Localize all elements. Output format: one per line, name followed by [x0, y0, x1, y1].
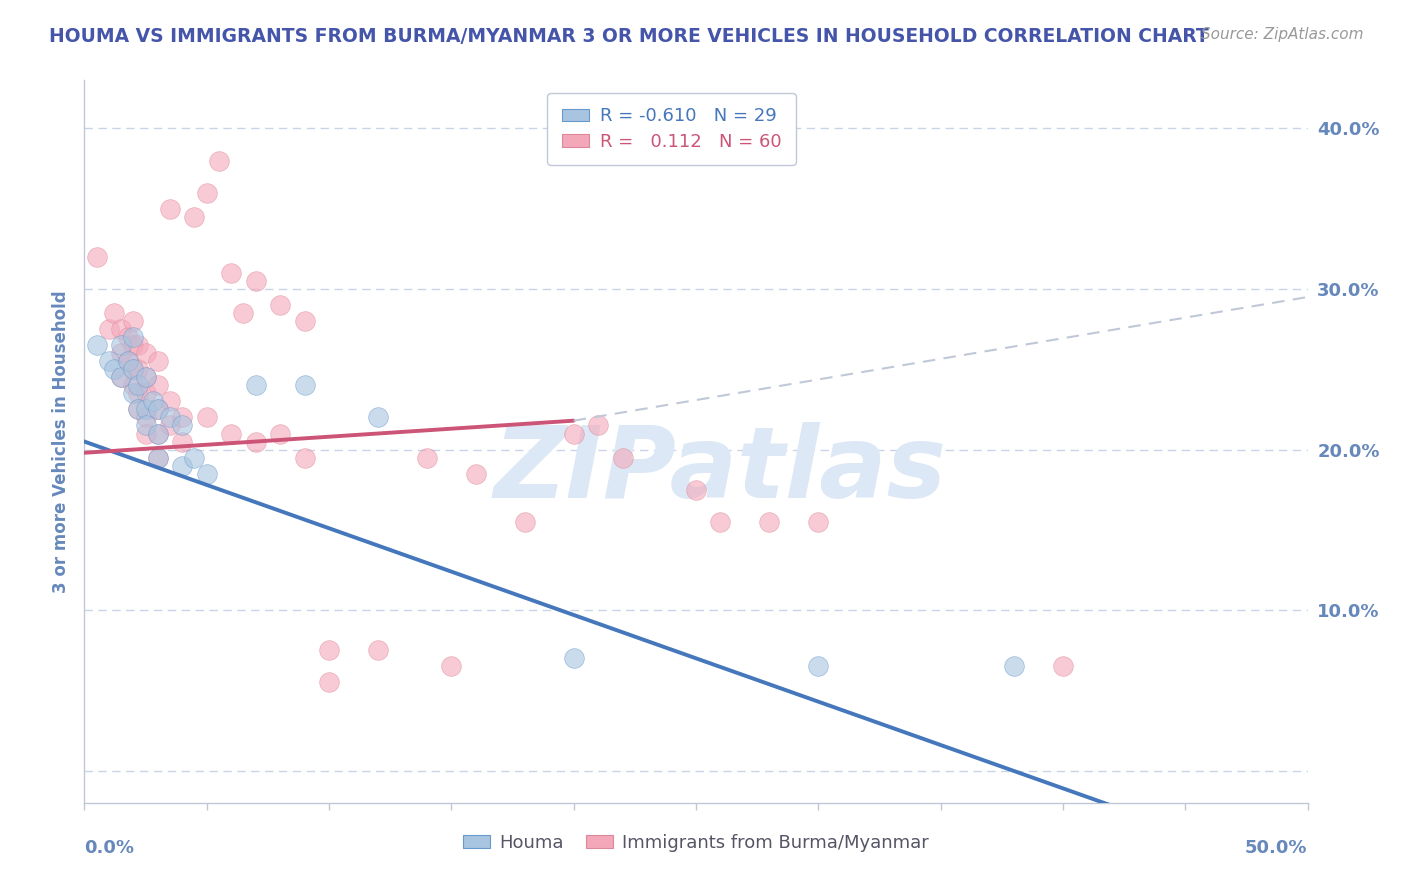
Text: 0.0%: 0.0% — [84, 838, 135, 857]
Point — [110, 322, 132, 336]
Point — [195, 467, 218, 481]
Point — [513, 515, 536, 529]
Point — [127, 338, 149, 352]
Point — [117, 354, 139, 368]
Point — [416, 450, 439, 465]
Point — [135, 418, 157, 433]
Point — [245, 434, 267, 449]
Point — [146, 450, 169, 465]
Point — [183, 450, 205, 465]
Point — [367, 643, 389, 657]
Point — [117, 330, 139, 344]
Point — [245, 378, 267, 392]
Text: ZIPatlas: ZIPatlas — [494, 422, 948, 519]
Point — [195, 186, 218, 200]
Point — [127, 402, 149, 417]
Point — [142, 394, 165, 409]
Text: 50.0%: 50.0% — [1246, 838, 1308, 857]
Point — [219, 426, 242, 441]
Point — [117, 354, 139, 368]
Point — [110, 338, 132, 352]
Point — [135, 346, 157, 360]
Point — [172, 410, 194, 425]
Point — [269, 298, 291, 312]
Point — [807, 515, 830, 529]
Text: Source: ZipAtlas.com: Source: ZipAtlas.com — [1201, 27, 1364, 42]
Point — [110, 346, 132, 360]
Point — [127, 402, 149, 417]
Point — [122, 386, 145, 401]
Point — [440, 659, 463, 673]
Point — [122, 314, 145, 328]
Point — [562, 651, 585, 665]
Point — [269, 426, 291, 441]
Point — [146, 378, 169, 392]
Point — [758, 515, 780, 529]
Point — [110, 370, 132, 384]
Point — [122, 362, 145, 376]
Point — [146, 402, 169, 417]
Point — [172, 458, 194, 473]
Point — [294, 314, 316, 328]
Point — [122, 362, 145, 376]
Point — [367, 410, 389, 425]
Point — [183, 210, 205, 224]
Point — [103, 362, 125, 376]
Legend: Houma, Immigrants from Burma/Myanmar: Houma, Immigrants from Burma/Myanmar — [456, 826, 936, 859]
Point — [135, 402, 157, 417]
Point — [232, 306, 254, 320]
Point — [159, 202, 181, 216]
Point — [172, 418, 194, 433]
Point — [135, 410, 157, 425]
Point — [685, 483, 707, 497]
Point — [127, 386, 149, 401]
Point — [245, 274, 267, 288]
Point — [97, 354, 120, 368]
Point — [318, 675, 340, 690]
Point — [135, 370, 157, 384]
Point — [110, 370, 132, 384]
Point — [86, 250, 108, 264]
Point — [122, 338, 145, 352]
Point — [172, 434, 194, 449]
Point — [562, 426, 585, 441]
Point — [709, 515, 731, 529]
Y-axis label: 3 or more Vehicles in Household: 3 or more Vehicles in Household — [52, 290, 70, 593]
Point — [208, 153, 231, 168]
Point — [807, 659, 830, 673]
Point — [1052, 659, 1074, 673]
Point — [146, 426, 169, 441]
Point — [122, 330, 145, 344]
Text: HOUMA VS IMMIGRANTS FROM BURMA/MYANMAR 3 OR MORE VEHICLES IN HOUSEHOLD CORRELATI: HOUMA VS IMMIGRANTS FROM BURMA/MYANMAR 3… — [49, 27, 1209, 45]
Point — [1002, 659, 1025, 673]
Point — [127, 362, 149, 376]
Point — [86, 338, 108, 352]
Point — [318, 643, 340, 657]
Point — [219, 266, 242, 280]
Point — [146, 426, 169, 441]
Point — [294, 450, 316, 465]
Point — [135, 386, 157, 401]
Point — [127, 378, 149, 392]
Point — [159, 394, 181, 409]
Point — [122, 378, 145, 392]
Point — [294, 378, 316, 392]
Point — [135, 370, 157, 384]
Point — [146, 450, 169, 465]
Point — [586, 418, 609, 433]
Point — [464, 467, 486, 481]
Point — [146, 402, 169, 417]
Point — [159, 418, 181, 433]
Point — [135, 426, 157, 441]
Point — [159, 410, 181, 425]
Point — [146, 354, 169, 368]
Point — [612, 450, 634, 465]
Point — [97, 322, 120, 336]
Point — [195, 410, 218, 425]
Point — [103, 306, 125, 320]
